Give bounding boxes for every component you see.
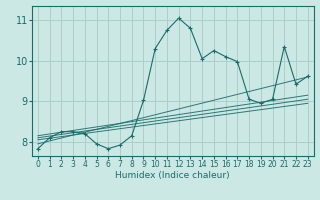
X-axis label: Humidex (Indice chaleur): Humidex (Indice chaleur) — [116, 171, 230, 180]
